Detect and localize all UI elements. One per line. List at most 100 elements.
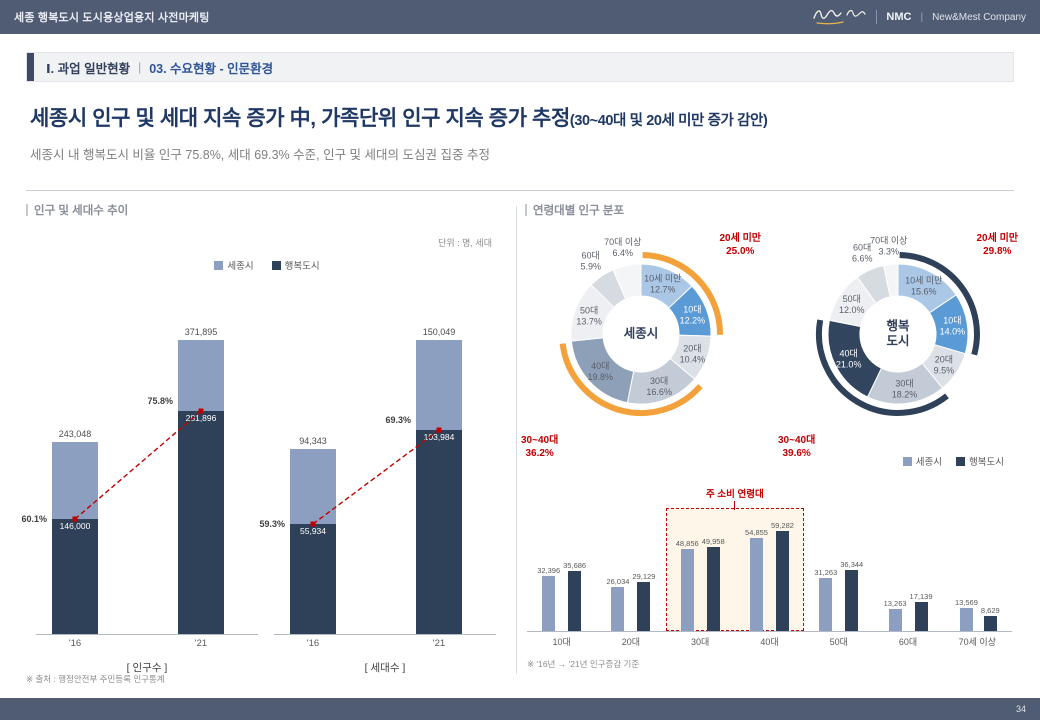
bar-sub-label: 103,984	[423, 432, 455, 442]
highlight-arc	[899, 252, 980, 356]
segment-label: 20대 9.5%	[934, 354, 955, 375]
bar-sub-label: 55,934	[300, 526, 326, 536]
age-chart-bars: 주 소비 연령대 32,396 35,686 26,034 29,129 48,856 4…	[527, 489, 1012, 632]
source-note: ※ 출처 : 행정안전부 주민등록 인구통계	[26, 674, 165, 684]
stacked-bar-sub: 146,000	[52, 519, 98, 634]
legend-label: 행복도시	[969, 457, 1004, 468]
donut-svg: 10세 미만 15.6% 10대 14.0% 20대 9.5% 30대 18.2% 40대 21.…	[815, 236, 980, 416]
age-bar-col: 8,629	[981, 606, 1000, 631]
donut-center-label: 행복 도시	[886, 319, 910, 348]
callout-30-40: 30~40대 36.2%	[521, 435, 559, 459]
highlight-arc	[559, 343, 703, 416]
legend-swatch	[956, 456, 966, 466]
x-axis-label: '21	[194, 638, 208, 649]
donut-segment	[612, 263, 642, 300]
segment-label: 10세 미만 15.6%	[905, 275, 942, 296]
age-bar	[888, 609, 902, 631]
trend-chart-group: 146,000 243,048 '16 281,896 371,895 '21 [ 인구수 …	[21, 282, 266, 686]
age-category-label: 20대	[621, 637, 641, 647]
age-bar-value: 29,129	[632, 572, 656, 581]
age-bar	[959, 608, 973, 631]
stacked-bar-sub: 281,896	[178, 411, 224, 634]
segment-label: 40대 19.8%	[588, 361, 614, 382]
population-trend-panel: 인구 및 세대수 추이 단위 : 명, 세대 세종시 행복도시 146,000 24…	[21, 202, 508, 686]
section-breadcrumb: Ⅰ. 과업 일반현황 | 03. 수요현황 - 인문환경	[26, 52, 1014, 82]
stacked-bar-sub: 103,984	[416, 430, 462, 634]
age-group: 31,263 36,344	[804, 560, 873, 631]
donut-chart-happy-city: 10세 미만 15.6% 10대 14.0% 20대 9.5% 30대 18.2% 40대 21.…	[778, 230, 1018, 459]
panel-title-tick	[525, 204, 527, 216]
stacked-bar-sub: 55,934	[290, 524, 336, 634]
age-bar-value: 35,686	[563, 561, 587, 570]
page-number: 34	[1015, 704, 1026, 714]
highlight-label: 주 소비 연령대	[666, 486, 805, 510]
highlight-arc	[642, 252, 724, 335]
age-bar-value: 49,958	[701, 537, 725, 546]
donut-row: 10세 미만 12.7% 10대 12.2% 20대 10.4% 30대 16.6% 40대 19…	[521, 230, 1018, 459]
age-group: 48,856 49,958	[666, 537, 735, 631]
legend-item: 행복도시	[271, 258, 320, 272]
segment-label: 70대 이상 3.3%	[870, 236, 907, 257]
age-bar	[775, 531, 789, 631]
age-bar	[914, 602, 928, 631]
segment-label: 20대 10.4%	[680, 344, 706, 365]
stacked-bar: 146,000 243,048	[52, 429, 98, 634]
age-category-label: 70세 이상	[958, 637, 996, 647]
legend-swatch	[902, 456, 912, 466]
callout-under-20: 20세 미만 29.8%	[976, 233, 1018, 257]
age-bar-value: 26,034	[606, 577, 630, 586]
age-bar-value: 13,569	[954, 598, 978, 607]
segment-label: 10세 미만 12.7%	[644, 274, 681, 295]
segment-label: 50대 13.7%	[576, 306, 602, 327]
donut-svg: 10세 미만 12.7% 10대 12.2% 20대 10.4% 30대 16.6% 40대 19…	[559, 237, 724, 416]
segment-label: 30대 18.2%	[892, 379, 918, 400]
legend-label: 세종시	[915, 457, 943, 468]
age-bar-value: 31,263	[814, 568, 838, 577]
segment-label: 50대 12.0%	[839, 294, 865, 315]
age-category-label: 50대	[829, 637, 848, 647]
age-bar-value: 36,344	[840, 560, 864, 569]
page-title-note: (30~40대 및 20세 미만 증가 감안)	[569, 113, 768, 129]
segment-label: 40대 21.0%	[836, 349, 862, 370]
slide-body: 인구 및 세대수 추이 단위 : 명, 세대 세종시 행복도시 146,000 24…	[21, 202, 1018, 686]
donut-chart-sejong: 10세 미만 12.7% 10대 12.2% 20대 10.4% 30대 16.6% 40대 19…	[521, 230, 761, 459]
age-bar-col: 35,686	[563, 561, 586, 631]
age-group: 13,569 8,629	[943, 598, 1012, 631]
trend-legend: 세종시 행복도시	[26, 258, 508, 272]
segment-label: 60대 6.6%	[852, 243, 873, 264]
age-bar-value: 32,396	[537, 566, 561, 575]
age-bar-value: 13,263	[883, 599, 907, 608]
age-group: 54,855 59,282	[735, 521, 804, 631]
slide-footer: 34	[0, 698, 1040, 720]
highlight-arc	[815, 319, 949, 416]
donut-legend: 세종시 행복도시	[902, 454, 1004, 468]
age-category-label: 30대	[691, 637, 710, 647]
page-title: 세종시 인구 및 세대 지속 증가 中, 가족단위 인구 지속 증가 추정(30…	[30, 107, 768, 130]
page-subtitle: 세종시 내 행복도시 비율 인구 75.8%, 세대 69.3% 수준, 인구 …	[30, 148, 490, 162]
age-bar	[845, 570, 859, 631]
age-bar	[611, 587, 625, 631]
donut-canvas: 10세 미만 12.7% 10대 12.2% 20대 10.4% 30대 16.6% 40대 19…	[525, 230, 757, 451]
age-bar	[542, 576, 556, 631]
section-topic: 03. 수요현황 - 인문환경	[149, 61, 274, 76]
company-abbr: NMC	[886, 11, 912, 23]
age-group: 32,396 35,686	[527, 561, 596, 631]
panel-divider	[516, 206, 517, 674]
age-bar	[680, 549, 694, 631]
legend-swatch	[271, 260, 281, 270]
callout-30-40: 30~40대 39.6%	[778, 435, 816, 459]
legend-item: 행복도시	[956, 454, 1004, 468]
x-axis-label: '21	[432, 638, 446, 649]
header-divider	[876, 10, 878, 24]
headline-block: 세종시 인구 및 세대 지속 증가 中, 가족단위 인구 지속 증가 추정(30…	[30, 102, 1010, 163]
legend-item: 세종시	[902, 454, 943, 468]
age-bar	[706, 547, 720, 631]
header-brand: NMC | New&Mest Company	[811, 3, 1026, 32]
stacked-bar: 103,984 150,049	[416, 327, 462, 634]
age-bar-col: 59,282	[771, 521, 794, 631]
headline-divider	[26, 190, 1014, 191]
bar-total-label: 243,048	[58, 429, 92, 439]
right-panel-title: 연령대별 인구 분포	[525, 202, 1014, 218]
legend-swatch	[214, 260, 224, 270]
